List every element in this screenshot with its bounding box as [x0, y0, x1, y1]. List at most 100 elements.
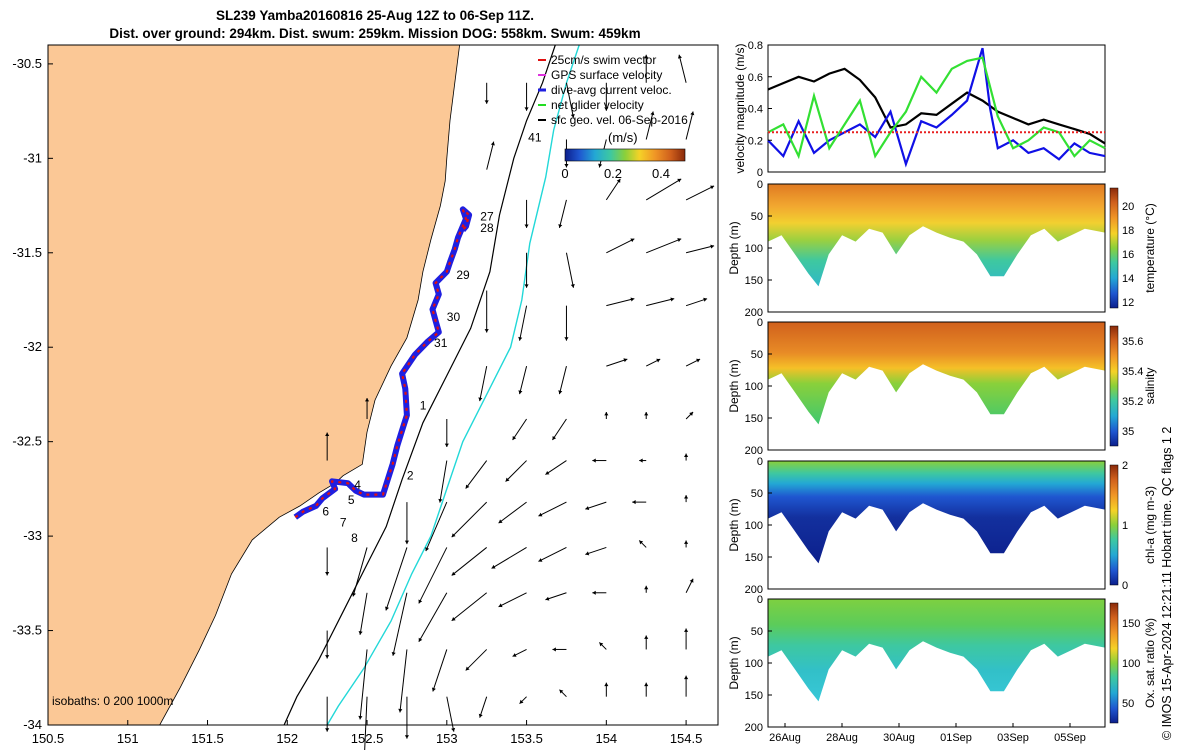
section-y-tick-label: 150 [745, 690, 763, 702]
current-vector [684, 453, 689, 461]
current-vector [451, 547, 488, 576]
colorbar-label: (m/s) [608, 130, 638, 145]
current-vector [518, 365, 528, 395]
current-vector [524, 82, 529, 111]
section-y-tick-label: 100 [745, 381, 763, 393]
map-x-tick-label: 154 [595, 731, 617, 746]
day-label: 2 [407, 468, 414, 482]
current-vector [425, 501, 448, 552]
section-ylabel: Depth (m) [727, 221, 741, 274]
current-vector [358, 649, 368, 720]
current-vector [604, 82, 609, 111]
section-colorbar [1109, 464, 1119, 586]
current-vector [538, 501, 567, 517]
day-label: 28 [480, 221, 494, 235]
current-vector [391, 592, 408, 656]
colorbar-tick-label: 0.4 [652, 166, 670, 181]
current-vector [639, 458, 647, 463]
colorbar-tick-label: 0.2 [604, 166, 622, 181]
current-vector [684, 628, 689, 650]
section-colorbar-tick-label: 0 [1122, 580, 1128, 592]
section-x-tick-label: 01Sep [940, 732, 972, 744]
current-vector [598, 642, 607, 650]
current-vector [606, 297, 635, 307]
current-vector [585, 546, 607, 556]
current-vector [684, 495, 689, 503]
legend-entry: GPS surface velocity [551, 68, 662, 82]
current-vector [644, 54, 649, 83]
colorbar-tick-label: 0 [561, 166, 568, 181]
section-colorbar-tick-label: 50 [1122, 698, 1134, 710]
current-vector [684, 675, 689, 697]
section-colorbar-tick-label: 14 [1122, 273, 1134, 285]
section-ylabel: Depth (m) [727, 359, 741, 412]
current-vector [685, 244, 715, 254]
section-colorbar-tick-label: 35.6 [1122, 336, 1143, 348]
current-vector [484, 82, 489, 104]
section-colorbar-tick-label: 35.2 [1122, 396, 1143, 408]
section-x-tick-label: 05Sep [1054, 732, 1086, 744]
isobath-label: isobaths: 0 200 1000m [52, 694, 173, 708]
current-vector [606, 238, 635, 254]
section-y-tick-label: 50 [751, 211, 763, 223]
velocity-y-tick-label: 0.2 [748, 135, 763, 147]
section-colorbar-label: temperature (°C) [1143, 203, 1157, 293]
current-vector [486, 141, 495, 170]
section-colorbar-label: chl-a (mg m-3) [1143, 486, 1157, 564]
section-y-tick-label: 150 [745, 552, 763, 564]
map-x-tick-label: 154.5 [670, 731, 703, 746]
velocity-y-tick-label: 0.6 [748, 72, 763, 84]
current-vector [604, 682, 609, 697]
current-vector [438, 460, 448, 503]
section-y-tick-label: 100 [745, 520, 763, 532]
section-colorbar-tick-label: 2 [1122, 460, 1128, 472]
isobath-1000-line [326, 44, 580, 726]
current-vector [498, 592, 527, 608]
section-y-tick-label: 50 [751, 349, 763, 361]
map-y-tick-label: -33 [23, 528, 42, 543]
current-vector [644, 682, 649, 697]
current-vector [558, 199, 567, 229]
current-vector [446, 696, 456, 732]
map-y-tick-label: -30.5 [12, 56, 42, 71]
current-vector [478, 366, 488, 402]
map-x-tick-label: 152.5 [351, 731, 384, 746]
current-vector [444, 419, 449, 447]
section-x-tick-label: 03Sep [997, 732, 1029, 744]
section-x-tick-label: 30Aug [883, 732, 915, 744]
current-vector [685, 578, 694, 594]
current-vector [498, 501, 527, 524]
current-vector [592, 458, 607, 463]
current-vector [605, 178, 621, 201]
current-vector [465, 460, 488, 489]
section-x-tick-label: 28Aug [826, 732, 858, 744]
current-vector [558, 365, 567, 395]
velocity-series-line [767, 67, 1106, 145]
section-y-tick-label: 50 [751, 626, 763, 638]
current-vector [404, 502, 409, 545]
velocity-y-tick-label: 0.4 [748, 104, 763, 116]
legend-entry: sfc geo. vel. 06-Sep-2016 [551, 113, 688, 127]
current-vector [451, 501, 488, 538]
section-colorbar [1109, 187, 1119, 309]
section-y-tick-label: 200 [745, 722, 763, 734]
map-y-tick-label: -31.5 [12, 245, 42, 260]
velocity-y-tick-label: 0.8 [748, 40, 763, 52]
credit-text: © IMOS 15-Apr-2024 12:21:11 Hobart time.… [1160, 426, 1174, 740]
map-y-tick-label: -31 [23, 150, 42, 165]
current-vector [644, 412, 649, 419]
current-vector [592, 590, 607, 595]
current-vector [564, 305, 569, 341]
map-x-tick-label: 153 [436, 731, 458, 746]
section-y-tick-label: 0 [757, 456, 763, 468]
section-colorbar-tick-label: 16 [1122, 249, 1134, 261]
velocity-y-tick-label: 0 [757, 167, 763, 179]
current-vector [451, 592, 488, 622]
legend-entry: 25cm/s swim vector [551, 53, 656, 67]
day-label: 5 [348, 493, 355, 507]
current-vector [559, 689, 567, 698]
colorbar [564, 148, 686, 162]
section-field [768, 322, 1105, 425]
current-vector [632, 500, 647, 505]
